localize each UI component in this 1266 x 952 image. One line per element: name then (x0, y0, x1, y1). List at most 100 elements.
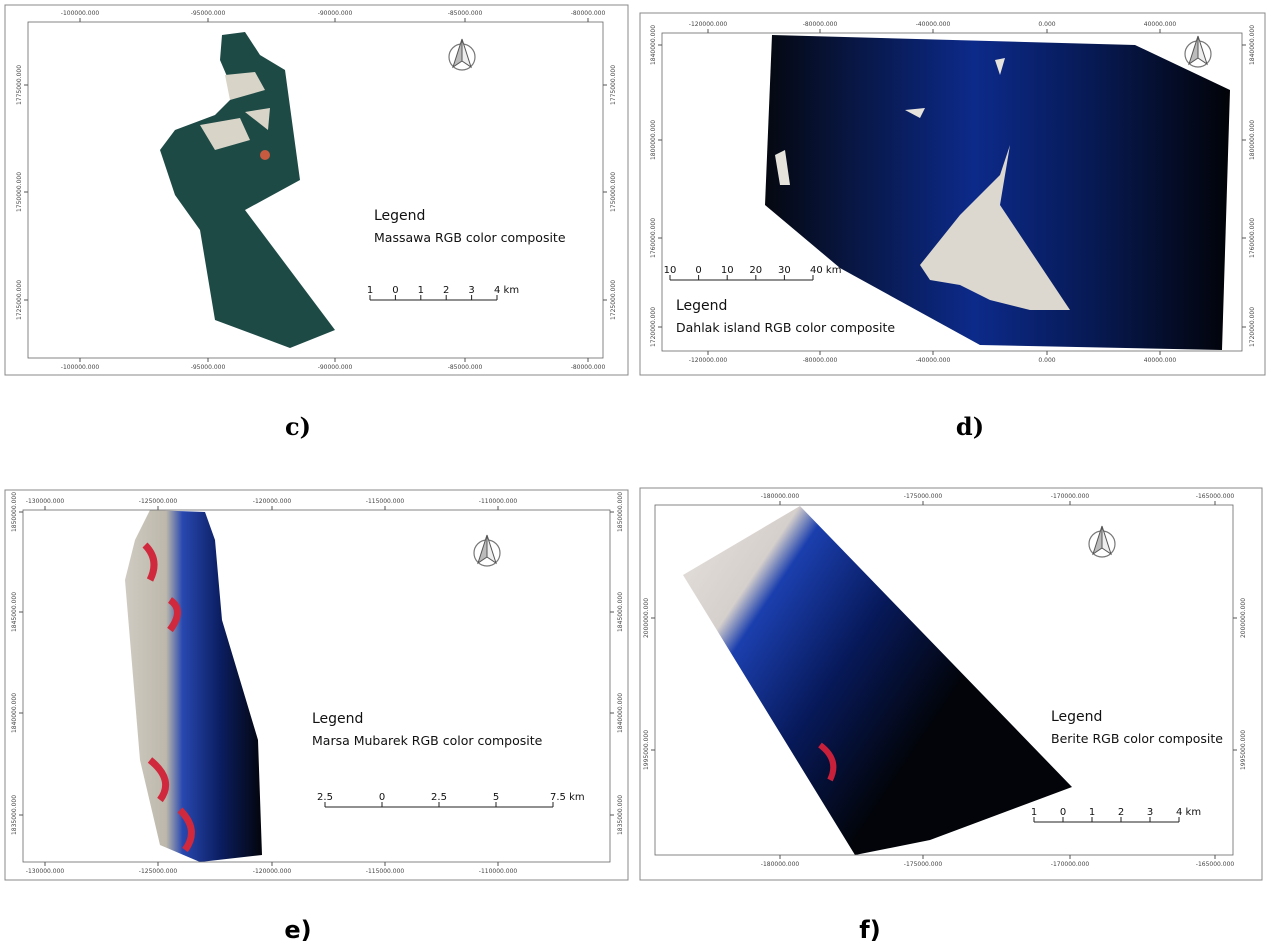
north-arrow (461, 38, 472, 69)
scale-label: 0 (1060, 807, 1066, 818)
scale-label: 5 (493, 792, 499, 803)
y-tick-label: 1760000.000 (650, 218, 657, 258)
legend-title: Legend (312, 711, 363, 727)
x-tick-label: -115000.000 (366, 498, 405, 505)
x-tick-label: -120000.000 (689, 357, 728, 364)
scale-label: 4 km (494, 285, 519, 296)
legend-text: Dahlak island RGB color composite (676, 320, 895, 335)
y-tick-label: 1800000.000 (1249, 120, 1256, 160)
y-tick-label: 1760000.000 (1249, 218, 1256, 258)
x-tick-label: 0.000 (1038, 357, 1055, 364)
x-tick-label: -125000.000 (139, 498, 178, 505)
panel-frame (639, 12, 1266, 376)
scale-label: 3 (468, 285, 474, 296)
panel-label: d) (956, 412, 984, 441)
scale-label: 2 (443, 285, 449, 296)
panel-frame (4, 4, 629, 376)
panel-frame (639, 487, 1263, 881)
y-tick-label: 1750000.000 (16, 172, 23, 212)
north-arrow (1101, 525, 1112, 556)
x-tick-label: -100000.000 (61, 10, 100, 17)
y-tick-label: 1840000.000 (11, 693, 18, 733)
north-arrow (1092, 525, 1103, 556)
y-tick-label: 1850000.000 (11, 492, 18, 532)
x-tick-label: -80000.000 (571, 364, 606, 371)
x-tick-label: -115000.000 (366, 868, 405, 875)
panel-label: c) (285, 412, 311, 441)
scale-label: 20 (749, 265, 762, 276)
x-tick-label: -165000.000 (1196, 493, 1235, 500)
legend-text: Massawa RGB color composite (374, 230, 566, 245)
scale-label: 0 (695, 265, 701, 276)
x-tick-label: -40000.000 (916, 357, 951, 364)
x-tick-label: -170000.000 (1051, 493, 1090, 500)
x-tick-label: -180000.000 (761, 861, 800, 868)
y-tick-label: 1995000.000 (1240, 730, 1247, 770)
x-tick-label: -110000.000 (479, 498, 518, 505)
x-tick-label: -95000.000 (191, 10, 226, 17)
y-tick-label: 1725000.000 (16, 280, 23, 320)
scale-label: 10 (664, 265, 677, 276)
x-tick-label: -120000.000 (253, 868, 292, 875)
scale-label: 40 km (810, 265, 841, 276)
panel-frame (4, 489, 629, 881)
panel-label: e) (284, 916, 311, 944)
x-tick-label: -80000.000 (571, 10, 606, 17)
scale-label: 0 (392, 285, 398, 296)
x-tick-label: -85000.000 (448, 10, 483, 17)
x-tick-label: -130000.000 (26, 498, 65, 505)
y-tick-label: 1850000.000 (617, 492, 624, 532)
north-arrow (1188, 35, 1199, 66)
x-tick-label: -130000.000 (26, 868, 65, 875)
y-tick-label: 1720000.000 (650, 307, 657, 347)
x-tick-label: -170000.000 (1051, 861, 1090, 868)
map-frame (22, 509, 611, 863)
x-tick-label: -90000.000 (318, 10, 353, 17)
y-tick-label: 1750000.000 (610, 172, 617, 212)
map-frame (661, 32, 1243, 352)
x-tick-label: -110000.000 (479, 868, 518, 875)
x-tick-label: -100000.000 (61, 364, 100, 371)
x-tick-label: -80000.000 (803, 357, 838, 364)
x-tick-label: 0.000 (1038, 21, 1055, 28)
legend-title: Legend (374, 208, 425, 224)
scale-label: 1 (418, 285, 424, 296)
y-tick-label: 1775000.000 (610, 65, 617, 105)
y-tick-label: 1845000.000 (617, 592, 624, 632)
imagery (125, 32, 1230, 862)
scale-label: 30 (778, 265, 791, 276)
x-tick-label: -80000.000 (803, 21, 838, 28)
north-arrow (486, 534, 497, 565)
legend-title: Legend (1051, 709, 1102, 725)
y-tick-label: 2000000.000 (643, 598, 650, 638)
x-tick-label: -90000.000 (318, 364, 353, 371)
scale-label: 7.5 km (550, 792, 585, 803)
north-arrow (452, 38, 463, 69)
scale-label: 1 (367, 285, 373, 296)
y-tick-label: 1845000.000 (11, 592, 18, 632)
scale-label: 2.5 (431, 792, 447, 803)
x-tick-label: 40000.000 (1144, 21, 1177, 28)
legend-title: Legend (676, 298, 727, 314)
scale-label: 0 (379, 792, 385, 803)
y-tick-label: 1725000.000 (610, 280, 617, 320)
north-arrow (1197, 35, 1208, 66)
y-tick-label: 1840000.000 (617, 693, 624, 733)
y-tick-label: 1835000.000 (617, 795, 624, 835)
legend-text: Marsa Mubarek RGB color composite (312, 733, 543, 748)
y-tick-label: 2000000.000 (1240, 598, 1247, 638)
x-tick-label: -175000.000 (904, 493, 943, 500)
x-tick-label: -95000.000 (191, 364, 226, 371)
scale-label: 2 (1118, 807, 1124, 818)
north-arrow (477, 534, 488, 565)
map-frame (27, 21, 604, 359)
x-tick-label: -120000.000 (689, 21, 728, 28)
panel-label: f) (859, 916, 880, 944)
map-frame (654, 504, 1234, 856)
x-tick-label: -40000.000 (916, 21, 951, 28)
scale-label: 3 (1147, 807, 1153, 818)
scale-label: 2.5 (317, 792, 333, 803)
x-tick-label: 40000.000 (1144, 357, 1177, 364)
x-tick-label: -180000.000 (761, 493, 800, 500)
